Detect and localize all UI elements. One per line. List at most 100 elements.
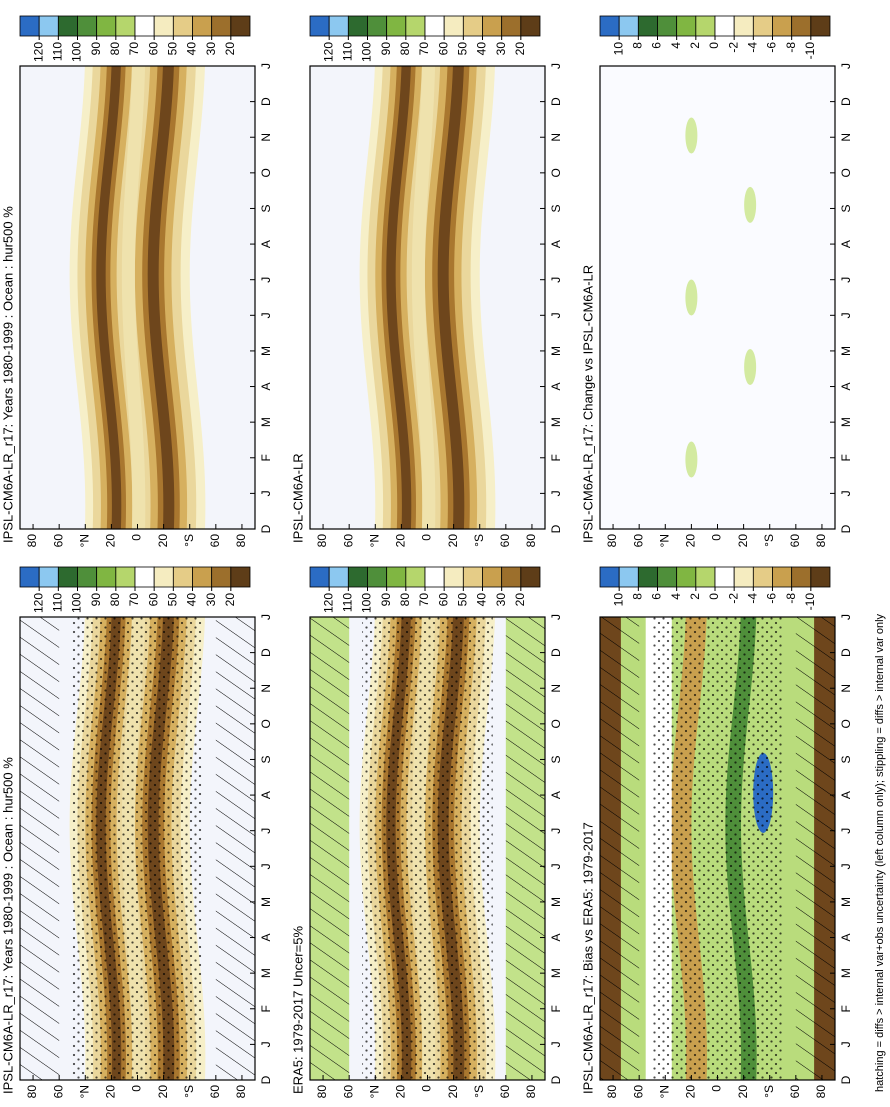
x-tick-label: A (839, 240, 853, 248)
x-tick-label: J (839, 277, 853, 283)
y-tick-label: 0 (420, 1085, 434, 1092)
colorbar-cell (714, 566, 735, 588)
colorbar-label: -4 (746, 42, 760, 53)
colorbar-cell (192, 566, 213, 588)
colorbar-cell (752, 566, 773, 588)
x-tick-label: J (549, 63, 563, 69)
colorbar-label: 70 (127, 593, 141, 607)
colorbar-cell (57, 15, 78, 37)
y-tick-label: 20 (446, 534, 460, 548)
x-tick-label: S (549, 755, 563, 763)
colorbar-label: 120 (31, 593, 45, 613)
colorbar-cell (405, 15, 426, 37)
colorbar-label: -10 (803, 593, 817, 611)
y-tick-label: 20 (156, 1085, 170, 1099)
x-tick-label: J (259, 1041, 273, 1047)
colorbar-cell (482, 566, 503, 588)
colorbar-cell (676, 15, 697, 37)
x-tick-label: D (839, 97, 853, 106)
colorbar-label: -10 (803, 42, 817, 60)
x-tick-label: N (549, 133, 563, 142)
x-tick-label: A (839, 383, 853, 391)
stippling (362, 617, 493, 1080)
x-tick-label: D (839, 524, 853, 533)
panel-title: IPSL-CM6A-LR_r17: Change vs IPSL-CM6A-LR (580, 265, 595, 543)
y-tick-label: 80 (814, 534, 828, 548)
y-tick-label: 20 (394, 1085, 408, 1099)
colorbar-cell (57, 566, 78, 588)
x-tick-label: J (549, 277, 563, 283)
x-tick-label: D (549, 648, 563, 657)
y-tick-label: 60 (788, 1085, 802, 1099)
colorbar-label: 70 (417, 593, 431, 607)
panel: ERA5: 1979-2017 Uncer=5% 80 60 °N 20 0 20 °S 60 8… (290, 566, 563, 1099)
x-tick-label: M (839, 968, 853, 978)
field-band (381, 66, 417, 529)
colorbar-cell (443, 566, 464, 588)
colorbar-cell (211, 15, 232, 37)
y-tick-label: 60 (631, 534, 645, 548)
colorbar-label: 110 (51, 593, 65, 612)
colorbar-label: 80 (398, 593, 412, 607)
x-tick-label: N (549, 684, 563, 693)
colorbar-cell (714, 15, 735, 37)
colorbar-cell (791, 15, 812, 37)
x-tick-label: O (839, 719, 853, 728)
colorbar-label: 80 (398, 42, 412, 56)
x-tick-label: F (839, 454, 853, 461)
field-band (91, 66, 127, 529)
colorbar-cell (38, 566, 59, 588)
x-tick-label: D (259, 97, 273, 106)
colorbar-cell (211, 566, 232, 588)
x-tick-label: N (259, 133, 273, 142)
x-tick-label: A (549, 240, 563, 248)
colorbar-cell (676, 566, 697, 588)
colorbar-cell (637, 15, 658, 37)
x-tick-label: J (549, 614, 563, 620)
colorbar-label: 60 (146, 42, 160, 56)
field-band (411, 66, 436, 529)
colorbar-label: 10 (611, 593, 625, 607)
colorbar-cell (19, 566, 40, 588)
hatching (215, 617, 255, 1080)
y-tick-label: 0 (420, 534, 434, 541)
y-tick-label: 60 (341, 1085, 355, 1099)
stippling (72, 617, 203, 1080)
x-tick-label: A (549, 934, 563, 942)
field-spot (744, 186, 757, 223)
x-tick-label: J (259, 312, 273, 318)
panel-title: IPSL-CM6A-LR_r17: Years 1980-1999 : Ocea… (0, 206, 15, 543)
colorbar-cell (309, 15, 330, 37)
x-tick-label: A (259, 383, 273, 391)
colorbar-label: 50 (166, 42, 180, 56)
x-tick-label: S (259, 755, 273, 763)
colorbar-cell (367, 15, 388, 37)
x-tick-label: A (259, 934, 273, 942)
colorbar-cell (153, 566, 174, 588)
y-tick-label: 80 (315, 1085, 329, 1099)
x-tick-label: M (839, 417, 853, 427)
colorbar-label: 80 (108, 593, 122, 607)
y-tick-label: 80 (25, 534, 39, 548)
x-tick-label: O (549, 168, 563, 177)
colorbar-label: 20 (513, 42, 527, 56)
x-tick-label: D (259, 1075, 273, 1084)
colorbar-cell (772, 566, 793, 588)
colorbar-label: 90 (379, 593, 393, 607)
y-tick-label: 20 (104, 1085, 118, 1099)
x-tick-label: J (839, 828, 853, 834)
colorbar-label: 30 (494, 593, 508, 607)
colorbar-label: 0 (707, 42, 721, 49)
colorbar-label: 20 (223, 593, 237, 607)
y-tick-label: °S (472, 1085, 486, 1098)
colorbar-label: 50 (456, 42, 470, 56)
x-tick-label: J (549, 828, 563, 834)
x-tick-label: M (259, 346, 273, 356)
colorbar-label: 30 (494, 42, 508, 56)
colorbar-label: 6 (650, 42, 664, 49)
y-tick-label: 80 (315, 534, 329, 548)
y-tick-label: 80 (814, 1085, 828, 1099)
x-tick-label: J (839, 63, 853, 69)
y-tick-label: 60 (51, 534, 65, 548)
x-tick-label: J (259, 863, 273, 869)
